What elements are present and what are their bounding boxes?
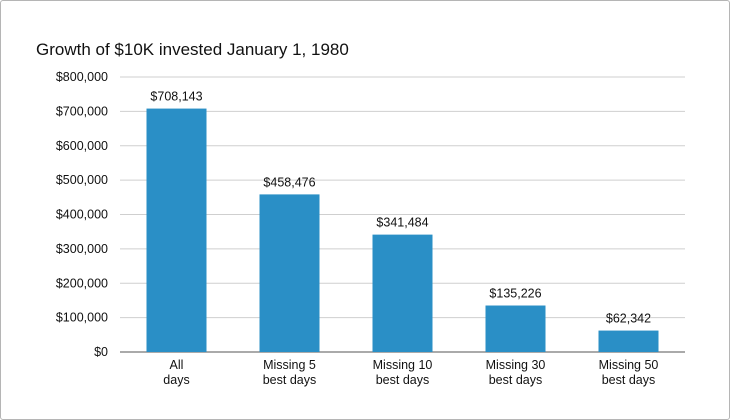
x-tick-label: best days	[263, 373, 317, 387]
x-tick-label: best days	[602, 373, 656, 387]
x-tick-label: days	[163, 373, 189, 387]
bar[interactable]	[485, 305, 546, 352]
x-tick-label: Missing 30	[486, 358, 546, 372]
y-tick-label: $100,000	[56, 311, 108, 325]
x-tick-label: Missing 10	[373, 358, 433, 372]
x-tick-label: best days	[376, 373, 430, 387]
y-tick-label: $500,000	[56, 173, 108, 187]
data-label: $458,476	[263, 175, 315, 189]
x-tick-label: best days	[489, 373, 543, 387]
bar[interactable]	[372, 234, 433, 352]
x-tick-label: Missing 50	[599, 358, 659, 372]
data-label: $62,342	[606, 312, 651, 326]
y-tick-label: $600,000	[56, 139, 108, 153]
data-label: $135,226	[489, 287, 541, 301]
chart-title: Growth of $10K invested January 1, 1980	[36, 40, 349, 59]
y-tick-label: $400,000	[56, 208, 108, 222]
x-tick-label: Missing 5	[263, 358, 316, 372]
y-tick-label: $200,000	[56, 276, 108, 290]
x-tick-label: All	[170, 358, 184, 372]
y-tick-label: $800,000	[56, 70, 108, 84]
bar[interactable]	[598, 330, 659, 352]
y-tick-label: $300,000	[56, 242, 108, 256]
bar[interactable]	[146, 108, 207, 353]
y-tick-label: $0	[94, 345, 108, 359]
data-label: $341,484	[376, 216, 428, 230]
y-tick-label: $700,000	[56, 104, 108, 118]
bar[interactable]	[259, 194, 320, 352]
data-label: $708,143	[150, 90, 202, 104]
